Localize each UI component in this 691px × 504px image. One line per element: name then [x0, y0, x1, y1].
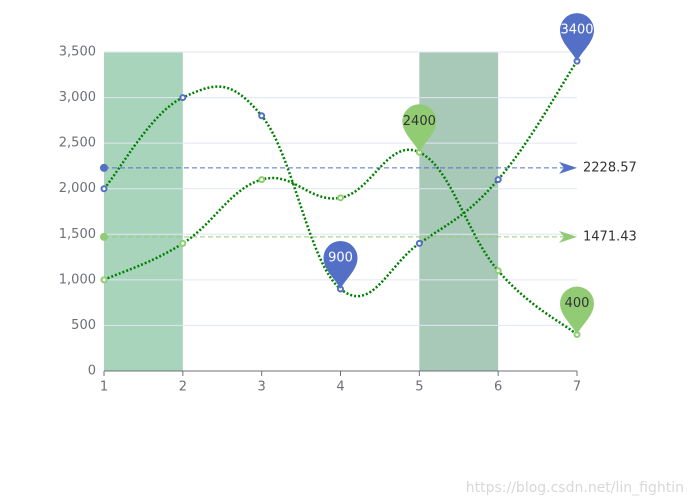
- y-tick-label: 1,500: [59, 227, 96, 242]
- mark-point: 900: [323, 240, 358, 289]
- mark-area: [419, 52, 499, 371]
- x-tick-label: 2: [179, 380, 187, 395]
- y-tick-label: 3,500: [59, 45, 96, 60]
- x-tick-label: 4: [336, 380, 344, 395]
- mark-pin: [402, 104, 437, 153]
- point: [258, 176, 266, 184]
- mark-point: 2400: [402, 104, 437, 153]
- mark-point-label: 2400: [403, 114, 436, 129]
- mark-line-arrow: [559, 230, 577, 243]
- mark-line-label: 1471.43: [583, 229, 637, 244]
- x-tick-label: 7: [573, 380, 581, 395]
- x-tick-label: 5: [415, 380, 423, 395]
- watermark: https://blog.csdn.net/lin_fightin: [466, 480, 684, 496]
- mark-pin: [323, 240, 358, 289]
- y-tick-label: 0: [88, 364, 96, 379]
- y-tick-label: 2,000: [59, 181, 96, 196]
- mark-point-label: 900: [328, 250, 353, 265]
- x-tick-label: 6: [494, 380, 502, 395]
- y-tick-label: 500: [71, 318, 96, 333]
- mark-point: 400: [560, 286, 594, 335]
- x-tick-label: 1: [100, 380, 108, 395]
- mark-pin: [560, 13, 594, 62]
- point: [179, 94, 187, 102]
- y-tick-label: 2,500: [59, 136, 96, 151]
- mark-area: [104, 52, 183, 371]
- mark-pin: [560, 286, 594, 335]
- point: [494, 176, 502, 184]
- mark-line-arrow: [559, 161, 577, 174]
- point: [258, 112, 266, 120]
- point: [100, 185, 108, 193]
- point: [494, 267, 502, 275]
- point: [100, 276, 108, 284]
- mark-line-label: 2228.57: [583, 160, 637, 175]
- x-tick-label: 3: [258, 380, 266, 395]
- y-tick-label: 1,000: [59, 272, 96, 287]
- mark-point-label: 400: [565, 296, 590, 311]
- mark-point-label: 3400: [560, 23, 593, 38]
- point: [415, 239, 423, 247]
- point: [179, 239, 187, 247]
- y-tick-label: 3,000: [59, 90, 96, 105]
- mark-point: 3400: [560, 13, 594, 62]
- point: [337, 194, 344, 202]
